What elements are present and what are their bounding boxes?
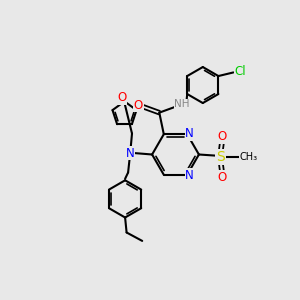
Text: N: N (185, 169, 194, 182)
Text: CH₃: CH₃ (239, 152, 257, 162)
Text: O: O (218, 130, 226, 143)
Text: Cl: Cl (234, 65, 246, 78)
Text: N: N (126, 146, 135, 160)
Text: N: N (185, 127, 194, 140)
Text: O: O (118, 91, 127, 104)
Text: NH: NH (174, 99, 190, 109)
Text: S: S (216, 150, 225, 164)
Text: O: O (218, 171, 226, 184)
Text: O: O (134, 99, 143, 112)
